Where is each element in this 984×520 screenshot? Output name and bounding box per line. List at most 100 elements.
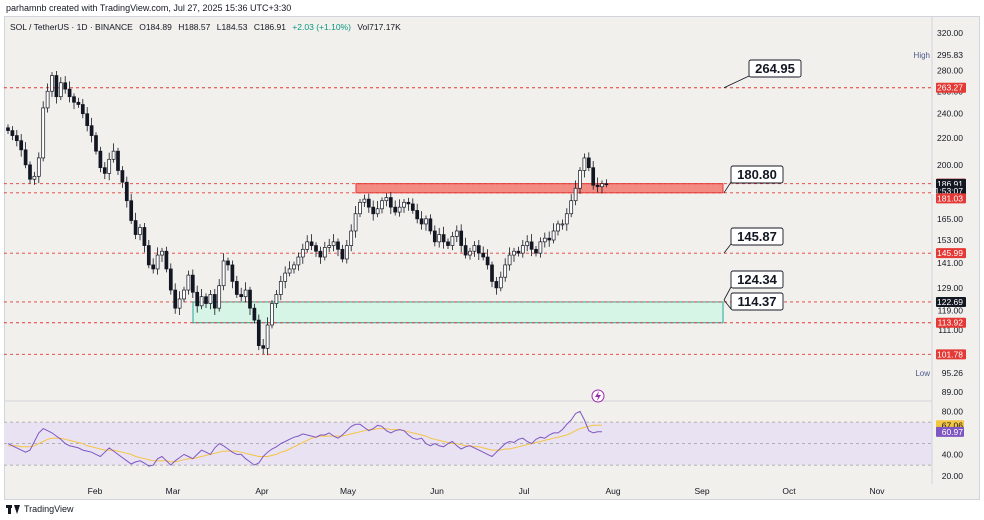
support-zone [192, 301, 724, 324]
candle-body [54, 75, 59, 98]
price-tag-badge [936, 317, 966, 328]
ohlc-low: L184.53 [216, 22, 248, 32]
candle-body [560, 223, 565, 226]
month-tick-label: May [340, 486, 357, 496]
candle-body [261, 345, 266, 349]
symbol-legend: SOL / TetherUS · 1D · BINANCE O184.89 H1… [10, 22, 405, 32]
callout-label: 145.87 [737, 229, 777, 244]
candle-body [318, 250, 323, 258]
price-tag-caption: Low [915, 369, 930, 378]
price-tag-value: 101.78 [937, 349, 963, 359]
candle-body [586, 157, 591, 169]
time-axis: Feb Mar Apr May Jun Jul Aug Sep Oct Nov [88, 486, 886, 496]
candle-body [358, 201, 362, 215]
candle-body [481, 252, 486, 258]
candle-body [327, 245, 332, 248]
candle-body [432, 230, 437, 243]
candle-body [573, 187, 578, 202]
candle-body [98, 150, 103, 169]
price-tick-label: 165.00 [937, 214, 963, 224]
candle-body [336, 241, 340, 250]
candle-body [155, 254, 160, 270]
callout-box [730, 227, 784, 246]
candle-body [72, 96, 76, 103]
candle-body [406, 201, 411, 205]
rsi-value-label: 67.06 [942, 420, 964, 430]
zones-layer [192, 183, 724, 324]
candle-body [186, 274, 191, 291]
candle-body [604, 183, 609, 186]
candle-body [402, 201, 406, 208]
candle-body [89, 125, 94, 136]
candle-body [80, 104, 85, 115]
candle-body [252, 307, 257, 321]
candle-body [582, 157, 587, 171]
candle-body [419, 218, 424, 225]
candle-body [446, 241, 450, 246]
candle-body [102, 167, 107, 174]
ohlc-high: H188.57 [178, 22, 211, 32]
candle-body [314, 245, 318, 252]
candle-body [190, 274, 195, 293]
candle-body [292, 264, 296, 270]
candle-body [6, 127, 10, 131]
candle-body [397, 206, 402, 213]
price-tag-caption: High [914, 51, 930, 60]
price-tick-label: 141.00 [937, 258, 963, 268]
candle-body [265, 324, 270, 349]
price-tag-badge [936, 82, 966, 93]
candle-body [58, 82, 63, 98]
candle-body [256, 319, 261, 346]
candle-body [116, 150, 120, 171]
tradingview-logo-icon [6, 504, 20, 514]
candle-body [217, 285, 222, 309]
candle-body [463, 245, 468, 256]
candle-body [520, 245, 525, 254]
candle-body [569, 200, 574, 215]
candle-body [380, 200, 384, 210]
candle-body [507, 254, 512, 266]
candle-body [556, 223, 560, 232]
candle-body [388, 197, 393, 208]
month-tick-label: Oct [782, 486, 796, 496]
candle-body [19, 140, 24, 151]
candle-body [212, 294, 217, 309]
candle-body [331, 241, 336, 246]
candle-body [177, 298, 182, 309]
rsi-value-label: 60.97 [942, 427, 964, 437]
callout-box [748, 59, 802, 78]
price-tag-value: 122.69 [937, 297, 963, 307]
candle-body [309, 241, 314, 246]
lightning-bolt-icon [595, 391, 601, 401]
candle-body [564, 213, 569, 225]
candle-body [476, 245, 481, 254]
callout-pointer [723, 243, 732, 254]
candle-body [512, 250, 516, 256]
candle-body [595, 184, 600, 188]
candle-body [362, 198, 367, 203]
candle-body [204, 296, 208, 304]
candle-body [160, 250, 164, 256]
candle-body [239, 294, 244, 298]
rsi-tick-label: 80.00 [942, 406, 964, 416]
month-tick-label: Aug [605, 486, 620, 496]
callout-box [730, 292, 784, 311]
month-tick-label: Mar [166, 486, 181, 496]
month-tick-label: Feb [88, 486, 103, 496]
candle-body [287, 268, 292, 274]
candle-body [274, 294, 279, 304]
candle-body [129, 200, 134, 221]
candle-body [415, 210, 420, 220]
price-tick-label: 119.00 [938, 306, 964, 316]
candle-body [366, 198, 371, 208]
price-tick-label: 129.00 [937, 283, 963, 293]
price-tag-value: 11:53:07 [931, 186, 964, 196]
candle-body [551, 230, 556, 241]
price-tick-label: 320.00 [937, 28, 963, 38]
candle-body [424, 218, 428, 225]
candle-body [468, 250, 472, 256]
price-tag-badge [936, 296, 966, 307]
candle-body [67, 88, 72, 98]
candle-body [28, 164, 32, 180]
